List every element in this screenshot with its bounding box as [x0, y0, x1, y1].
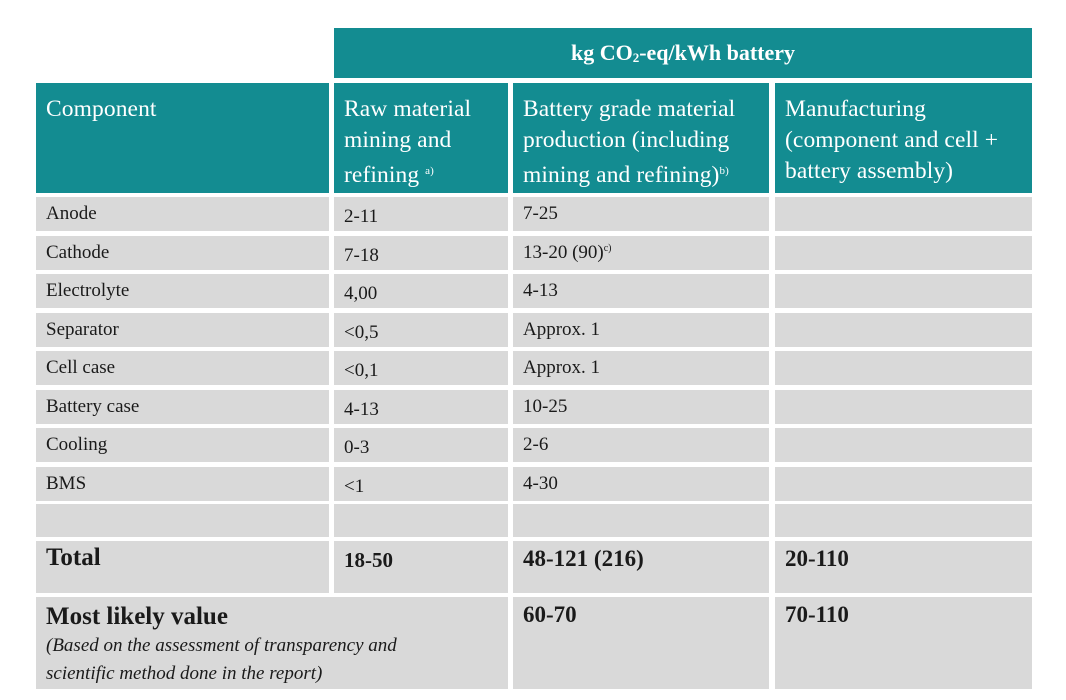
- unit-header: kg CO2-eq/kWh battery: [334, 28, 1032, 78]
- component-cell: Cell case: [36, 351, 329, 385]
- manufacturing-cell: [775, 351, 1032, 385]
- component-cell: Electrolyte: [36, 274, 329, 308]
- column-header-raw-material: Raw material mining and refining a): [334, 83, 508, 193]
- column-header-component: Component: [36, 83, 329, 193]
- most-likely-manufacturing: 70-110: [775, 597, 1032, 689]
- total-label: Total: [36, 541, 329, 593]
- footnote-marker: c): [603, 242, 612, 254]
- component-cell: Anode: [36, 197, 329, 231]
- component-cell: Cooling: [36, 428, 329, 462]
- column-header-battery-grade: Battery grade material production (inclu…: [513, 83, 769, 193]
- blank-cell: [513, 504, 769, 537]
- raw-material-cell: 4-13: [334, 389, 508, 424]
- blank-cell: [334, 504, 508, 537]
- manufacturing-cell: [775, 389, 1032, 424]
- battery-grade-cell: Approx. 1: [513, 312, 769, 347]
- raw-material-cell: 7-18: [334, 235, 508, 270]
- total-grade: 48-121 (216): [513, 541, 769, 593]
- battery-grade-cell: Approx. 1: [513, 351, 769, 385]
- battery-grade-cell: 7-25: [513, 197, 769, 231]
- column-header-manufacturing: Manufacturing (component and cell + batt…: [775, 83, 1032, 193]
- component-cell: BMS: [36, 466, 329, 501]
- manufacturing-cell: [775, 466, 1032, 501]
- manufacturing-cell: [775, 274, 1032, 308]
- raw-material-cell: 0-3: [334, 428, 508, 462]
- battery-grade-cell: 13-20 (90)c): [513, 235, 769, 270]
- component-cell: Battery case: [36, 389, 329, 424]
- most-likely-grade: 60-70: [513, 597, 769, 689]
- most-likely-label-cell: Most likely value (Based on the assessme…: [36, 597, 508, 689]
- blank-cell: [775, 504, 1032, 537]
- raw-material-cell: 2-11: [334, 197, 508, 231]
- battery-grade-cell: 2-6: [513, 428, 769, 462]
- component-cell: Cathode: [36, 235, 329, 270]
- component-cell: Separator: [36, 312, 329, 347]
- battery-grade-cell: 4-30: [513, 466, 769, 501]
- manufacturing-cell: [775, 428, 1032, 462]
- most-likely-note: (Based on the assessment of transparency…: [46, 635, 397, 684]
- manufacturing-cell: [775, 235, 1032, 270]
- manufacturing-cell: [775, 312, 1032, 347]
- blank-cell: [36, 504, 329, 537]
- unit-header-text: kg CO2-eq/kWh battery: [570, 40, 796, 65]
- raw-material-cell: <0,1: [334, 351, 508, 385]
- battery-grade-cell: 4-13: [513, 274, 769, 308]
- raw-material-cell: <1: [334, 466, 508, 501]
- manufacturing-cell: [775, 197, 1032, 231]
- raw-material-cell: <0,5: [334, 312, 508, 347]
- total-manufacturing: 20-110: [775, 541, 1032, 593]
- raw-material-cell: 4,00: [334, 274, 508, 308]
- most-likely-label: Most likely value: [46, 603, 228, 630]
- total-raw: 18-50: [334, 541, 508, 593]
- battery-grade-cell: 10-25: [513, 389, 769, 424]
